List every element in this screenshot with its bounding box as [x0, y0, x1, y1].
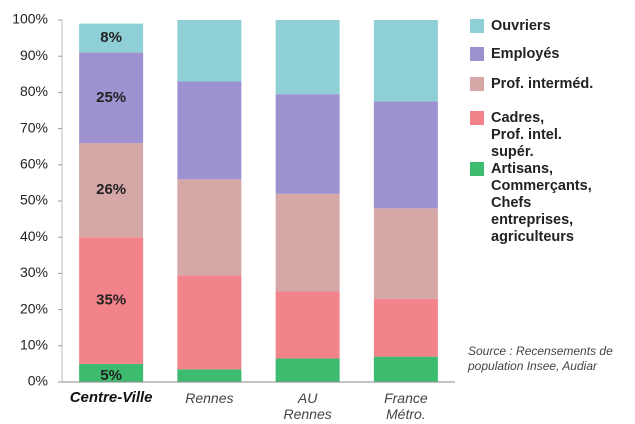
legend-swatch — [470, 19, 484, 33]
y-tick-label: 80% — [20, 83, 48, 99]
bar-segment — [79, 237, 144, 364]
legend-swatch — [470, 47, 484, 61]
bar-segment — [177, 369, 242, 382]
legend-label: Cadres, Prof. intel. supér. — [491, 110, 562, 160]
y-tick-label: 100% — [12, 11, 48, 27]
bar-segment — [79, 52, 144, 144]
data-label: 5% — [100, 367, 122, 384]
y-tick-label: 60% — [20, 156, 48, 172]
y-tick-label: 20% — [20, 300, 48, 316]
bar-segment — [275, 193, 340, 292]
bar-segment — [177, 275, 242, 370]
x-tick-label: AU Rennes — [283, 390, 332, 422]
bar-segment — [177, 81, 242, 180]
x-tick-label: France Métro. — [384, 390, 428, 422]
legend-swatch — [470, 162, 484, 176]
legend-label: Employés — [491, 46, 560, 62]
bar-segment — [373, 20, 438, 102]
bar-segment — [275, 20, 340, 95]
legend-swatch — [470, 77, 484, 91]
bar-segment — [275, 358, 340, 382]
bar-segment — [79, 363, 144, 382]
bar-segment — [373, 208, 438, 299]
y-tick-label: 10% — [20, 337, 48, 353]
y-tick-label: 90% — [20, 47, 48, 63]
x-tick-label: Centre-Ville — [69, 389, 153, 406]
bar-segment — [79, 23, 144, 53]
bar-segment — [177, 179, 242, 276]
legend-item: Cadres, Prof. intel. supér. — [470, 110, 570, 161]
y-tick-label: 0% — [28, 373, 48, 389]
legend-label: Prof. interméd. — [491, 76, 594, 92]
data-label: 26% — [96, 181, 126, 198]
legend-item: Prof. interméd. — [470, 76, 620, 93]
legend-item: Ouvriers — [470, 18, 620, 35]
x-tick-label: Rennes — [185, 390, 234, 406]
data-label: 35% — [96, 292, 126, 309]
y-tick-label: 70% — [20, 119, 48, 135]
bar-segment — [373, 356, 438, 382]
legend-label: Ouvriers — [491, 18, 551, 34]
y-tick-label: 30% — [20, 264, 48, 280]
y-tick-label: 50% — [20, 192, 48, 208]
data-label: 25% — [96, 89, 126, 106]
source: Source : Recensements de population Inse… — [468, 344, 613, 373]
bar-segment — [373, 101, 438, 209]
bar-segment — [79, 143, 144, 238]
y-tick-label: 40% — [20, 228, 48, 244]
legend-swatch — [470, 111, 484, 125]
bar-segment — [177, 20, 242, 82]
bar-segment — [275, 94, 340, 194]
bar-segment — [373, 298, 438, 357]
legend-item: Artisans, Commerçants, Chefs entreprises… — [470, 161, 610, 246]
data-label: 8% — [100, 29, 122, 46]
legend-item: Employés — [470, 46, 620, 63]
legend-label: Artisans, Commerçants, Chefs entreprises… — [491, 161, 592, 245]
bar-segment — [275, 291, 340, 359]
